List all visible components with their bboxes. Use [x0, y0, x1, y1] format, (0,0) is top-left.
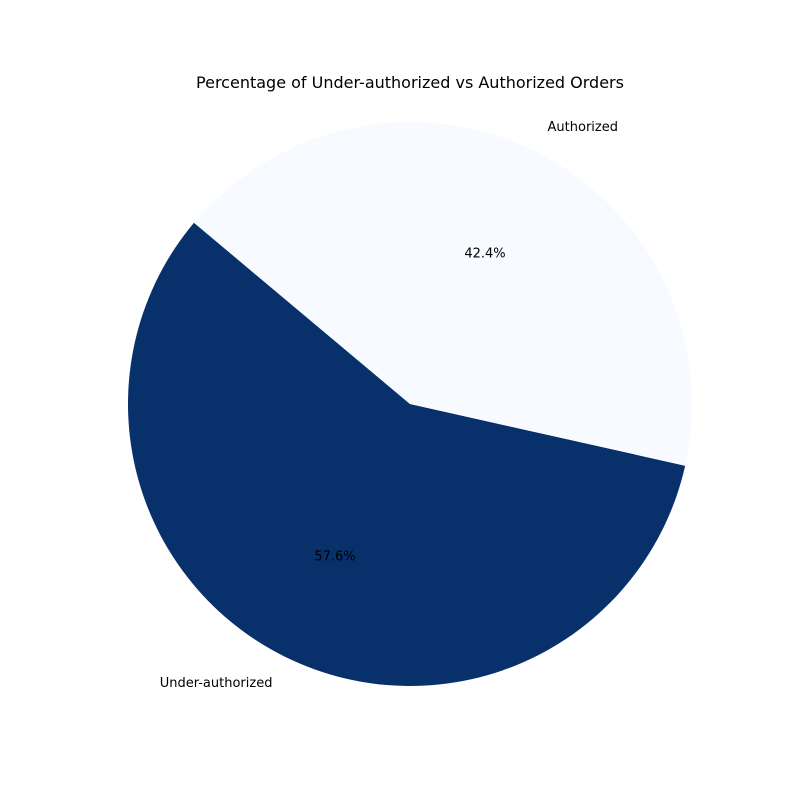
pie-labels: Under-authorized 57.6% Authorized 42.4% [160, 120, 618, 691]
pie-slice-authorized [193, 121, 692, 466]
slice-label: Authorized [548, 120, 618, 135]
slice-percentage-label: 42.4% [464, 246, 505, 261]
pie-slice-under-authorized [128, 222, 686, 686]
slice-label: Under-authorized [160, 676, 273, 691]
pie-slices [128, 121, 692, 686]
slice-percentage-label: 57.6% [314, 550, 355, 565]
chart-title: Percentage of Under-authorized vs Author… [196, 73, 624, 92]
